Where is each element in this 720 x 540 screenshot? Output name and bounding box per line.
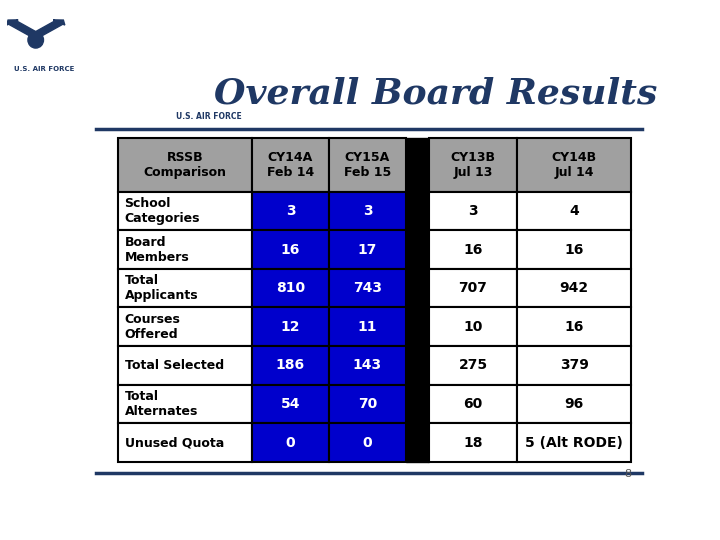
Text: Overall Board Results: Overall Board Results xyxy=(215,77,657,111)
Bar xyxy=(406,230,429,269)
Bar xyxy=(517,307,631,346)
Bar xyxy=(429,346,517,384)
Text: 8: 8 xyxy=(624,469,631,478)
Text: 12: 12 xyxy=(281,320,300,334)
Text: 143: 143 xyxy=(353,359,382,373)
Text: 16: 16 xyxy=(463,242,482,256)
Bar xyxy=(252,384,329,423)
Bar xyxy=(406,423,429,462)
Text: 5 (Alt RODE): 5 (Alt RODE) xyxy=(526,436,623,450)
Text: 17: 17 xyxy=(358,242,377,256)
Text: CY14B
Jul 14: CY14B Jul 14 xyxy=(552,151,597,179)
Bar xyxy=(406,138,429,192)
Text: 16: 16 xyxy=(281,242,300,256)
Bar xyxy=(329,384,406,423)
Text: 0: 0 xyxy=(363,436,372,450)
Text: 186: 186 xyxy=(276,359,305,373)
Text: CY14A
Feb 14: CY14A Feb 14 xyxy=(267,151,314,179)
Text: 10: 10 xyxy=(463,320,482,334)
Bar xyxy=(406,384,429,423)
Text: Total Selected: Total Selected xyxy=(125,359,224,372)
Bar xyxy=(118,423,252,462)
Text: 707: 707 xyxy=(459,281,487,295)
Bar xyxy=(252,230,329,269)
Bar xyxy=(252,423,329,462)
Bar xyxy=(429,230,517,269)
Bar xyxy=(329,307,406,346)
Text: 16: 16 xyxy=(564,320,584,334)
Bar xyxy=(517,269,631,307)
Text: 70: 70 xyxy=(358,397,377,411)
Text: Unused Quota: Unused Quota xyxy=(125,436,224,449)
Bar xyxy=(429,384,517,423)
Bar xyxy=(406,346,429,384)
Bar xyxy=(252,192,329,230)
Text: 3: 3 xyxy=(286,204,295,218)
Bar xyxy=(329,423,406,462)
Text: School
Categories: School Categories xyxy=(125,197,200,225)
Bar xyxy=(118,230,252,269)
Bar xyxy=(517,346,631,384)
Bar xyxy=(329,192,406,230)
Bar xyxy=(517,423,631,462)
Text: 275: 275 xyxy=(459,359,487,373)
Text: 3: 3 xyxy=(468,204,478,218)
Ellipse shape xyxy=(28,32,43,48)
Bar xyxy=(118,346,252,384)
Text: 96: 96 xyxy=(564,397,584,411)
Bar xyxy=(517,192,631,230)
Bar xyxy=(252,269,329,307)
Text: 810: 810 xyxy=(276,281,305,295)
Text: 16: 16 xyxy=(564,242,584,256)
Text: CY13B
Jul 13: CY13B Jul 13 xyxy=(451,151,495,179)
Text: 54: 54 xyxy=(281,397,300,411)
Bar xyxy=(429,192,517,230)
Bar xyxy=(517,230,631,269)
Bar xyxy=(118,384,252,423)
Text: 60: 60 xyxy=(464,397,482,411)
Text: CY15A
Feb 15: CY15A Feb 15 xyxy=(344,151,391,179)
Bar xyxy=(429,269,517,307)
FancyArrow shape xyxy=(6,20,40,37)
FancyArrow shape xyxy=(32,20,65,37)
Text: Total
Alternates: Total Alternates xyxy=(125,390,198,418)
Text: RSSB
Comparison: RSSB Comparison xyxy=(143,151,226,179)
Text: 0: 0 xyxy=(286,436,295,450)
Bar xyxy=(329,269,406,307)
Bar xyxy=(406,307,429,346)
Bar xyxy=(252,346,329,384)
Text: 743: 743 xyxy=(353,281,382,295)
Text: Total
Applicants: Total Applicants xyxy=(125,274,198,302)
Text: 942: 942 xyxy=(559,281,589,295)
Bar xyxy=(517,384,631,423)
Text: U.S. AIR FORCE: U.S. AIR FORCE xyxy=(14,66,74,72)
Text: 379: 379 xyxy=(559,359,589,373)
Text: 3: 3 xyxy=(363,204,372,218)
Text: 11: 11 xyxy=(358,320,377,334)
Bar xyxy=(118,269,252,307)
Text: 4: 4 xyxy=(570,204,579,218)
Bar xyxy=(118,192,252,230)
Bar xyxy=(429,307,517,346)
Bar xyxy=(429,423,517,462)
Bar xyxy=(329,230,406,269)
Bar xyxy=(406,192,429,230)
Bar xyxy=(118,307,252,346)
Text: 18: 18 xyxy=(463,436,482,450)
Bar xyxy=(252,307,329,346)
Text: Courses
Offered: Courses Offered xyxy=(125,313,181,341)
Text: Board
Members: Board Members xyxy=(125,235,189,264)
Text: U.S. AIR FORCE: U.S. AIR FORCE xyxy=(176,112,242,122)
Bar xyxy=(329,346,406,384)
Bar xyxy=(406,269,429,307)
